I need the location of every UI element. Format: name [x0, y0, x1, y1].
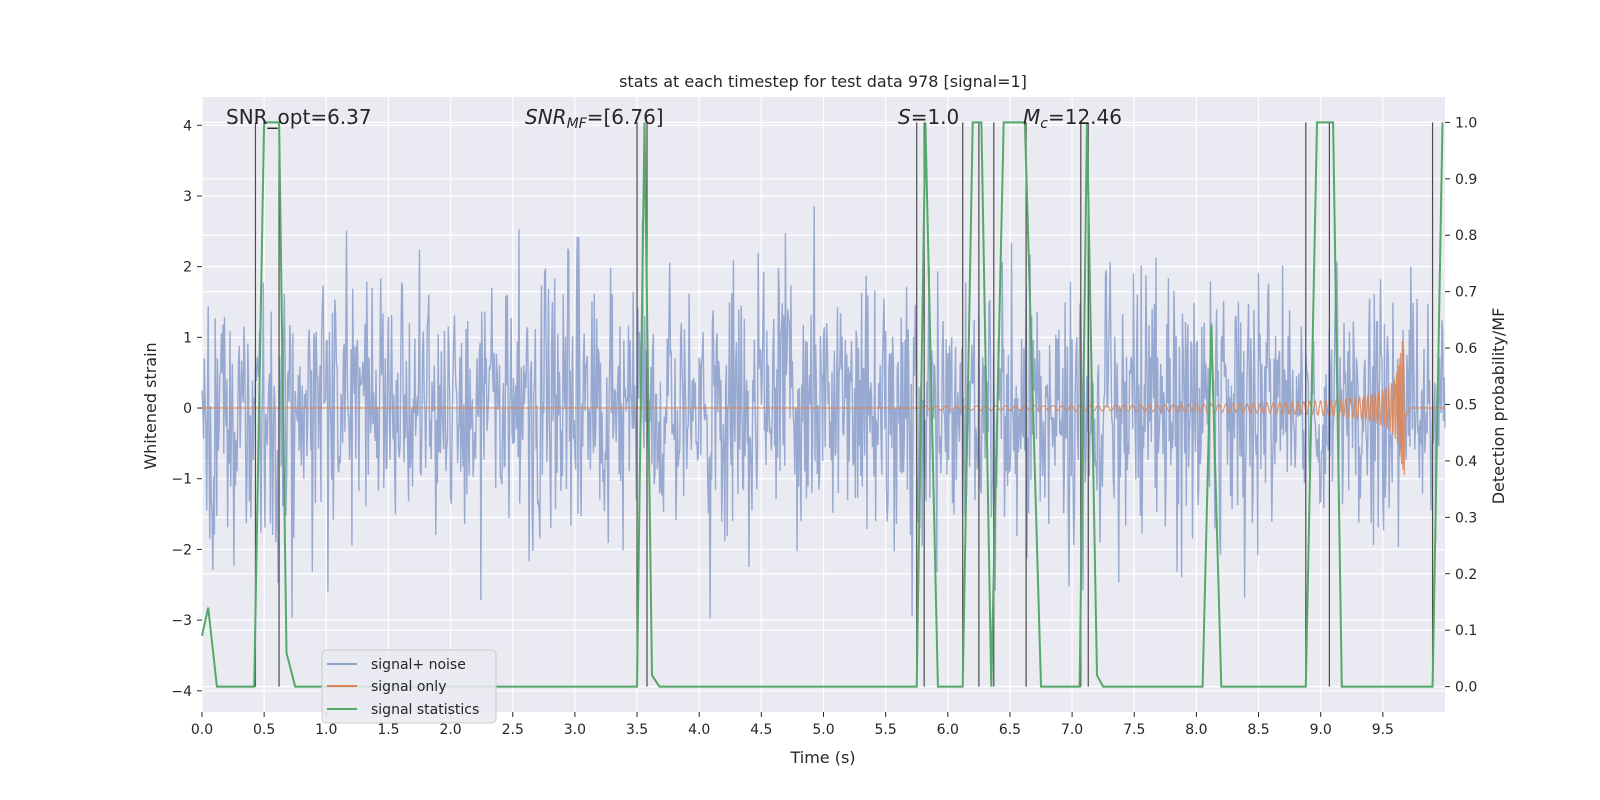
mc-subscript: c — [1040, 116, 1048, 132]
y2-tick-label: 0.3 — [1455, 510, 1477, 526]
y-tick-label: −3 — [171, 613, 192, 629]
x-tick-label: 1.5 — [377, 722, 399, 738]
x-tick-label: 3.0 — [564, 722, 586, 738]
y-tick-label: 2 — [183, 260, 192, 276]
y2-tick-label: 0.7 — [1455, 285, 1477, 301]
x-tick-label: 8.5 — [1247, 722, 1269, 738]
x-tick-label: 6.5 — [999, 722, 1021, 738]
y2-tick-label: 0.5 — [1455, 398, 1477, 414]
x-tick-label: 3.5 — [626, 722, 648, 738]
x-tick-label: 2.0 — [439, 722, 461, 738]
x-tick-label: 5.5 — [875, 722, 897, 738]
signal-series — [202, 340, 1445, 476]
legend-label-noise: signal+ noise — [371, 657, 466, 673]
y-tick-label: 3 — [183, 189, 192, 205]
x-tick-label: 9.0 — [1310, 722, 1332, 738]
x-tick-label: 7.5 — [1123, 722, 1145, 738]
stats-line — [201, 121, 1444, 688]
legend: signal+ noise signal only signal statist… — [321, 649, 497, 724]
y-axis-label: Whitened strain — [141, 342, 160, 469]
mc-symbol: M — [1023, 105, 1040, 129]
annotation-snr-mf: SNRMF=[6.76] — [525, 105, 664, 132]
legend-label-signal: signal only — [371, 679, 446, 695]
x-tick-label: 4.5 — [750, 722, 772, 738]
y2-tick-label: 0.1 — [1455, 623, 1477, 639]
legend-label-stats: signal statistics — [371, 702, 479, 718]
axes: 0.0 0.5 1.0 1.5 2.0 2.5 3.0 3.5 4.0 4.5 5.0 5.5 6.0 6… — [171, 115, 1477, 738]
snr-mf-value: =[6.76] — [587, 105, 664, 129]
x-tick-label: 5.0 — [812, 722, 834, 738]
y-tick-label: −4 — [171, 684, 192, 700]
x-tick-label: 7.0 — [1061, 722, 1083, 738]
s-symbol: S — [898, 105, 911, 129]
y-tick-label: 1 — [183, 330, 192, 346]
snr-mf-subscript: MF — [567, 116, 588, 132]
mc-value: =12.46 — [1048, 105, 1122, 129]
y2-tick-label: 0.6 — [1455, 341, 1477, 357]
y2-axis-label: Detection probability/MF — [1489, 308, 1508, 505]
y-tick-label: −1 — [171, 472, 192, 488]
x-tick-label: 9.5 — [1372, 722, 1394, 738]
y-tick-label: 0 — [183, 401, 192, 417]
x-tick-label: 1.0 — [315, 722, 337, 738]
x-tick-label: 0.5 — [253, 722, 275, 738]
annotation-snr-opt: SNR_opt=6.37 — [226, 105, 372, 129]
x-tick-label: 0.0 — [191, 722, 213, 738]
annotation-s: S=1.0 — [898, 105, 959, 129]
x-tick-label: 8.0 — [1185, 722, 1207, 738]
legend-box — [321, 649, 497, 724]
x-axis-label: Time (s) — [789, 748, 855, 767]
x-tick-label: 4.0 — [688, 722, 710, 738]
snr-mf-symbol: SNR — [525, 105, 567, 129]
annotation-mc: Mc=12.46 — [1023, 105, 1122, 132]
x-tick-label: 2.5 — [502, 722, 524, 738]
y2-tick-label: 1.0 — [1455, 115, 1477, 131]
y2-tick-label: 0.4 — [1455, 454, 1477, 470]
noise-series — [201, 206, 1446, 619]
y-tick-label: −2 — [171, 542, 192, 558]
y-tick-label: 4 — [183, 118, 192, 134]
y2-tick-label: 0.2 — [1455, 567, 1477, 583]
y2-tick-label: 0.9 — [1455, 172, 1477, 188]
signal-line — [202, 340, 1445, 476]
y2-tick-label: 0.0 — [1455, 680, 1477, 696]
y2-tick-label: 0.8 — [1455, 228, 1477, 244]
noise-line — [201, 206, 1446, 619]
chart-title: stats at each timestep for test data 978… — [619, 72, 1027, 91]
x-tick-label: 6.0 — [937, 722, 959, 738]
s-value: =1.0 — [911, 105, 960, 129]
stats-series — [201, 121, 1444, 688]
